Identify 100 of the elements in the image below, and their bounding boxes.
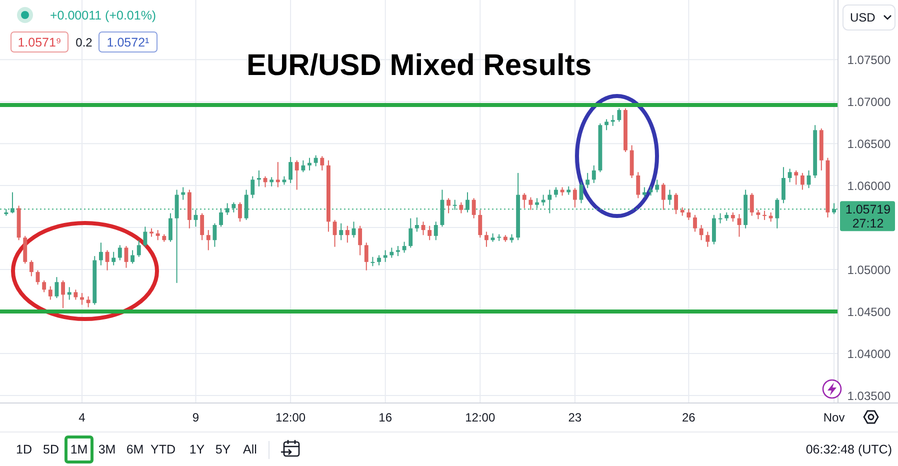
candlestick bbox=[655, 179, 660, 193]
candlestick bbox=[377, 254, 381, 266]
candlestick bbox=[320, 156, 324, 171]
candlestick bbox=[118, 244, 122, 261]
annotation: 1.0571⁹ bbox=[18, 36, 62, 50]
candlestick bbox=[750, 192, 754, 216]
candlestick bbox=[522, 192, 526, 209]
candlestick bbox=[642, 186, 646, 198]
candlestick bbox=[238, 202, 242, 222]
x-tick-label: Nov bbox=[823, 410, 845, 424]
candlestick bbox=[712, 214, 716, 245]
candlestick bbox=[112, 251, 116, 266]
candlestick bbox=[61, 280, 65, 309]
candlestick bbox=[699, 224, 704, 241]
y-tick-label: 1.04000 bbox=[847, 346, 892, 361]
candlestick bbox=[472, 198, 476, 219]
candlestick bbox=[130, 250, 135, 264]
candlestick bbox=[408, 218, 413, 248]
candlestick bbox=[288, 156, 293, 184]
candlestick bbox=[768, 212, 773, 222]
x-tick-label: 4 bbox=[78, 410, 86, 424]
candlestick bbox=[156, 230, 160, 241]
candlestick bbox=[782, 166, 786, 204]
candlestick bbox=[390, 247, 394, 258]
y-axis-title: USD bbox=[850, 10, 876, 24]
candlestick bbox=[762, 210, 766, 220]
candlestick bbox=[308, 157, 312, 171]
y-tick-label: 1.05000 bbox=[847, 263, 892, 278]
candlestick bbox=[610, 114, 615, 126]
text: 1D bbox=[16, 442, 32, 456]
candlestick bbox=[414, 216, 419, 232]
annotation: 1.0572¹ bbox=[106, 36, 150, 50]
candlestick bbox=[181, 186, 186, 200]
text: 6M bbox=[126, 442, 144, 456]
text: 06:32:48 (UTC) bbox=[806, 442, 892, 456]
candlestick bbox=[54, 276, 59, 299]
x-tick-label: 16 bbox=[378, 410, 392, 424]
candlestick bbox=[86, 296, 90, 308]
candlestick bbox=[42, 280, 46, 293]
candlestick bbox=[706, 231, 710, 248]
y-tick-label: 1.07500 bbox=[847, 53, 892, 68]
text: All bbox=[243, 442, 257, 456]
candlestick bbox=[434, 221, 438, 241]
candlestick bbox=[168, 212, 172, 242]
candlestick bbox=[136, 240, 141, 258]
candlestick bbox=[29, 260, 34, 277]
y-tick-label: 1.04500 bbox=[847, 304, 892, 319]
candlestick bbox=[250, 176, 255, 199]
candlestick bbox=[206, 230, 210, 251]
candlestick bbox=[756, 209, 760, 220]
candlestick bbox=[730, 212, 735, 222]
candlestick bbox=[788, 168, 792, 183]
candlestick bbox=[67, 286, 72, 300]
candlestick bbox=[200, 212, 204, 241]
candlestick bbox=[383, 250, 388, 262]
candlestick bbox=[604, 118, 608, 131]
text: 1M bbox=[70, 442, 88, 456]
candlestick bbox=[693, 214, 697, 232]
candlestick bbox=[124, 246, 128, 268]
candlestick bbox=[674, 192, 678, 215]
candlestick bbox=[270, 176, 274, 187]
candlestick bbox=[294, 160, 299, 190]
text: 3M bbox=[98, 442, 116, 456]
candlestick bbox=[686, 208, 691, 220]
candlestick bbox=[276, 162, 280, 188]
text: 1Y bbox=[189, 442, 206, 456]
text: YTD bbox=[150, 442, 176, 456]
candlestick bbox=[636, 172, 640, 199]
candlestick bbox=[358, 225, 362, 256]
candlestick bbox=[592, 164, 596, 184]
candlestick bbox=[314, 154, 318, 167]
candlestick bbox=[528, 196, 533, 210]
annotation: 0.2 bbox=[76, 36, 93, 50]
candlestick bbox=[586, 172, 590, 189]
ref-line-label: 1.05719 bbox=[845, 202, 891, 217]
candlestick bbox=[370, 256, 375, 267]
text: 5Y bbox=[215, 442, 232, 456]
y-tick-label: 1.06500 bbox=[847, 137, 892, 152]
candlestick bbox=[364, 242, 368, 271]
candlestick bbox=[800, 172, 804, 190]
candlestick bbox=[301, 160, 306, 173]
candlestick bbox=[617, 108, 622, 122]
y-tick-label: 1.07000 bbox=[847, 95, 892, 110]
candlestick bbox=[554, 186, 558, 198]
text: EUR/USD Mixed Results bbox=[246, 49, 592, 82]
candlestick bbox=[484, 231, 488, 248]
x-tick-label: 26 bbox=[682, 410, 696, 424]
candlestick bbox=[402, 241, 406, 254]
candlestick bbox=[459, 202, 464, 214]
candlestick bbox=[794, 170, 798, 186]
candlestick bbox=[143, 226, 148, 248]
candlestick bbox=[396, 246, 400, 257]
candlestick bbox=[339, 222, 344, 241]
annotation: +0.00011 (+0.01%) bbox=[50, 8, 156, 22]
y-tick-label: 1.03500 bbox=[847, 388, 892, 403]
candlestick bbox=[332, 219, 337, 248]
x-tick-label: 12:00 bbox=[276, 410, 306, 424]
y-tick-label: 1.06000 bbox=[847, 179, 892, 194]
text: 27:12 bbox=[852, 216, 884, 231]
candlestick bbox=[541, 194, 546, 206]
